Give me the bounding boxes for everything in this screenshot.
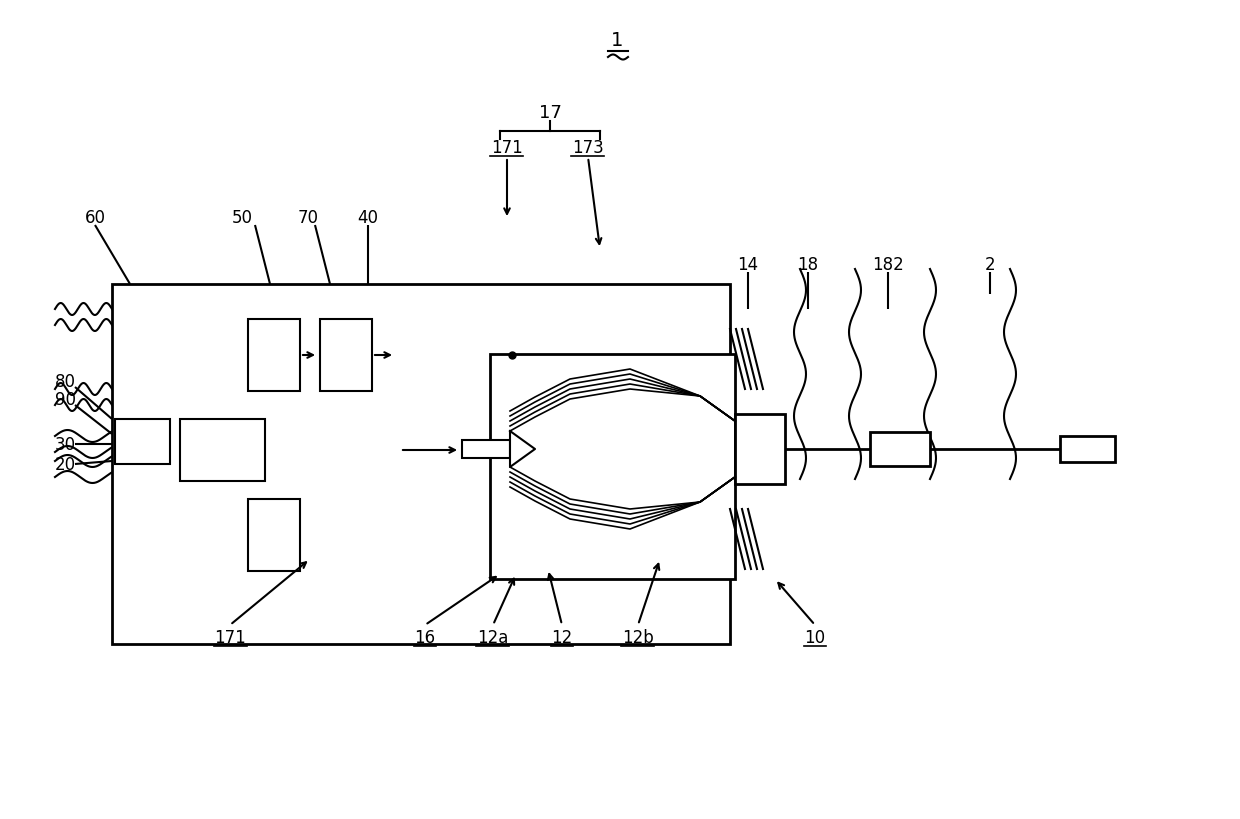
Bar: [463, 441, 510, 459]
Text: 10: 10: [805, 628, 826, 646]
Text: 20: 20: [55, 455, 76, 473]
Text: 90: 90: [55, 391, 76, 409]
Bar: [112, 285, 730, 645]
Text: 171: 171: [215, 628, 246, 646]
Text: 30: 30: [55, 436, 76, 454]
Text: 12: 12: [552, 628, 573, 646]
Text: 18: 18: [797, 256, 818, 274]
Text: 50: 50: [232, 209, 253, 227]
Text: 80: 80: [55, 373, 76, 391]
Text: 40: 40: [357, 209, 378, 227]
Text: 182: 182: [872, 256, 904, 274]
Text: 12a: 12a: [477, 628, 508, 646]
Bar: [180, 419, 265, 482]
Bar: [1060, 437, 1115, 463]
Text: 12b: 12b: [622, 628, 653, 646]
Text: 60: 60: [84, 209, 105, 227]
Text: 2: 2: [985, 256, 996, 274]
Bar: [870, 432, 930, 467]
Bar: [115, 419, 170, 464]
Text: 17: 17: [538, 104, 562, 122]
Bar: [248, 319, 300, 391]
Text: 70: 70: [298, 209, 319, 227]
Bar: [248, 500, 300, 572]
Bar: [735, 414, 785, 484]
Bar: [320, 319, 372, 391]
Text: 14: 14: [738, 256, 759, 274]
Text: 16: 16: [414, 628, 435, 646]
Text: 1: 1: [611, 30, 624, 49]
Text: 171: 171: [491, 139, 523, 156]
Text: 173: 173: [572, 139, 604, 156]
Bar: [490, 355, 735, 579]
Polygon shape: [510, 432, 534, 468]
